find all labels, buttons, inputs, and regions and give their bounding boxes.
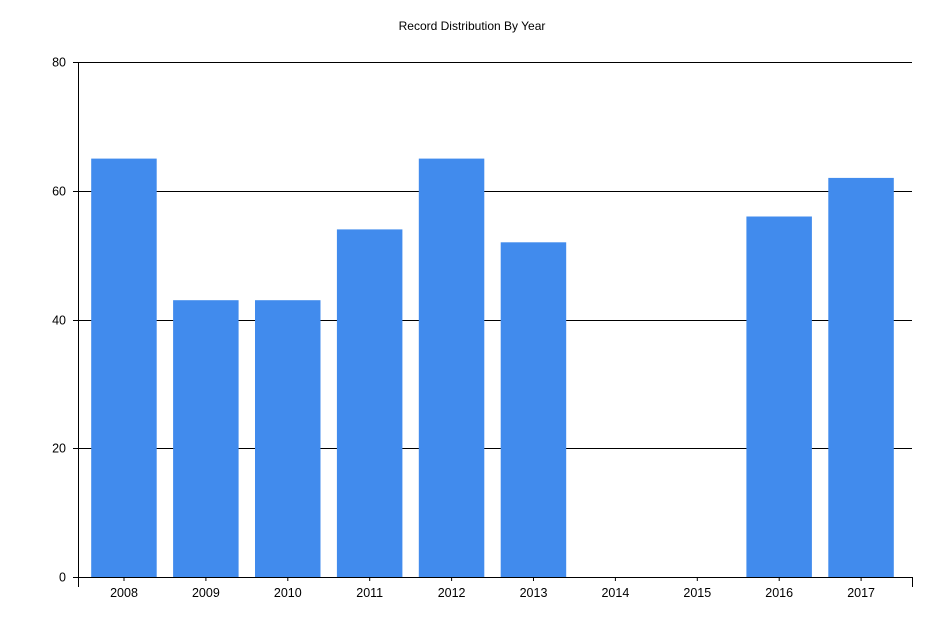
- x-tick-label: 2010: [274, 586, 302, 600]
- y-axis-ticks: 0 20 40 60 80: [52, 56, 78, 585]
- bar-2008: [91, 158, 157, 577]
- x-tick-label: 2012: [438, 586, 466, 600]
- bar-2016: [746, 216, 812, 577]
- x-tick-label: 2016: [765, 586, 793, 600]
- axes: [78, 62, 912, 578]
- x-tick-label: 2013: [520, 586, 548, 600]
- x-tick-label: 2009: [192, 586, 220, 600]
- bar-2010: [255, 300, 321, 577]
- bar-2017: [828, 177, 894, 577]
- x-tick-label: 2017: [847, 586, 875, 600]
- x-axis-ticks: 2008 2009 2010 2011 2012 2013 2014 2015 2016 2017: [78, 577, 913, 600]
- bars: [91, 158, 894, 578]
- y-tick-label: 0: [59, 571, 66, 585]
- x-tick-label: 2011: [356, 586, 383, 600]
- y-tick-label: 20: [52, 442, 66, 456]
- x-tick-label: 2008: [110, 586, 138, 600]
- x-tick-label: 2014: [601, 586, 629, 600]
- x-tick-label: 2015: [683, 586, 711, 600]
- bar-2009: [173, 300, 239, 577]
- bar-2011: [336, 229, 403, 577]
- y-tick-label: 40: [52, 314, 66, 328]
- chart-title: Record Distribution By Year: [399, 19, 546, 33]
- bar-2012: [418, 158, 485, 577]
- y-tick-label: 80: [52, 56, 66, 70]
- y-tick-label: 60: [52, 185, 66, 199]
- bar-2013: [500, 242, 567, 578]
